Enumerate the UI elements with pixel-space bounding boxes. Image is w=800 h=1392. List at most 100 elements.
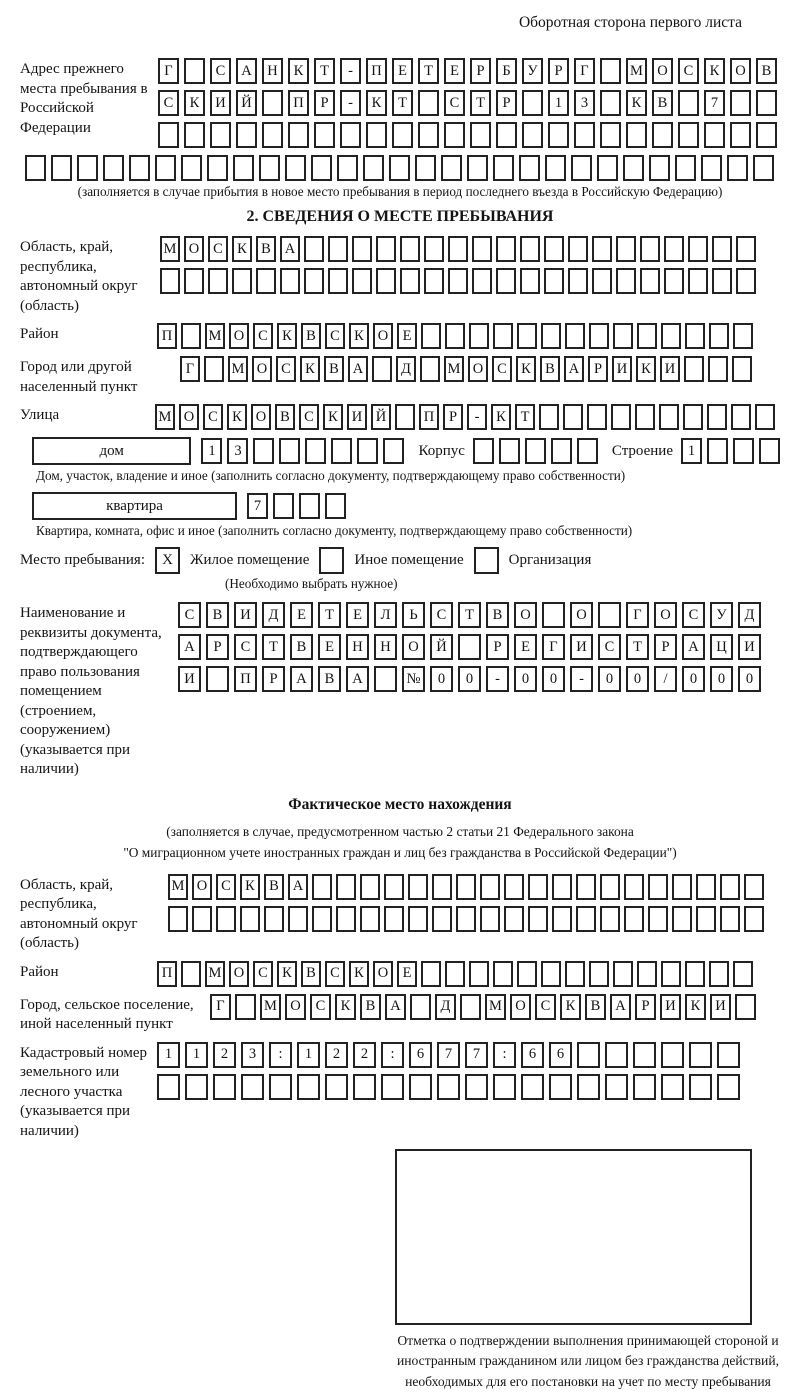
char-cell (331, 438, 353, 465)
char-cell: О (373, 960, 393, 987)
char-cell: Р (548, 58, 569, 84)
char-cell (528, 905, 548, 932)
char-cell: Т (515, 404, 535, 431)
char-cell: М (228, 356, 248, 383)
char-cell (400, 268, 420, 295)
char-cell (504, 873, 524, 900)
char-cell: Т (318, 602, 341, 629)
char-cell: А (288, 873, 308, 900)
char-cell: 1 (201, 438, 223, 465)
house-note: Дом, участок, владение и иное (заполнить… (36, 468, 626, 484)
char-cell: И (660, 356, 680, 383)
char-cell (678, 90, 699, 116)
char-cell (544, 268, 564, 295)
char-cell: 2 (325, 1041, 348, 1068)
char-cell (565, 960, 585, 987)
char-cell: Н (262, 58, 283, 84)
char-cell (613, 960, 633, 987)
char-cell (312, 905, 332, 932)
char-cell (544, 236, 564, 263)
char-cell: Е (346, 602, 369, 629)
char-cell (600, 58, 621, 84)
place-type-row: Место пребывания: X Жилое помещение Иное… (20, 547, 780, 575)
char-cell: О (468, 356, 488, 383)
char-cell (683, 404, 703, 431)
char-cell (735, 993, 756, 1020)
actual-location-title: Фактическое место нахождения (288, 795, 512, 813)
char-cell (493, 155, 514, 181)
char-cell: М (160, 236, 180, 263)
char-cell (445, 323, 465, 350)
char-cell: Р (470, 58, 491, 84)
cadastral-label: Кадастровый номер земельного или лесного… (20, 1044, 147, 1139)
char-cell: С (325, 960, 345, 987)
char-cell (707, 404, 727, 431)
char-cell (539, 404, 559, 431)
char-cell (337, 155, 358, 181)
document-row-3: И П Р А В А № 0 0-0 0-0 0/0 0 0 (178, 666, 761, 693)
char-cell (357, 438, 379, 465)
char-cell (469, 323, 489, 350)
char-cell: Й (236, 90, 257, 116)
char-cell (756, 90, 777, 116)
char-cell (616, 268, 636, 295)
char-cell (445, 960, 465, 987)
char-cell: О (514, 602, 537, 629)
char-cell: Р (654, 634, 677, 661)
prev-address-field: Адрес прежнего места пребывания в Россий… (20, 58, 780, 148)
char-cell (415, 155, 436, 181)
char-cell: М (205, 323, 225, 350)
apartment-type-box: квартира (32, 492, 237, 521)
char-cell: 0 (458, 666, 481, 693)
char-cell (522, 122, 543, 148)
char-cell: В (652, 90, 673, 116)
char-cell (460, 993, 481, 1020)
char-cell: К (277, 323, 297, 350)
char-cell (730, 90, 751, 116)
char-cell (733, 960, 753, 987)
char-cell (383, 438, 405, 465)
char-cell (541, 960, 561, 987)
char-cell: Д (435, 993, 456, 1020)
char-cell (400, 236, 420, 263)
char-cell (441, 155, 462, 181)
char-cell (408, 873, 428, 900)
apartment-number-cells: 7 (247, 493, 346, 520)
char-cell (496, 236, 516, 263)
char-cell (504, 905, 524, 932)
char-cell (366, 122, 387, 148)
char-cell: Р (496, 90, 517, 116)
char-cell (649, 155, 670, 181)
char-cell: К (300, 356, 320, 383)
char-cell (158, 122, 179, 148)
char-cell: 7 (704, 90, 725, 116)
char-cell (720, 873, 740, 900)
char-cell (577, 1073, 600, 1100)
char-cell (701, 155, 722, 181)
char-cell (624, 873, 644, 900)
char-cell: М (444, 356, 464, 383)
char-cell (576, 438, 598, 465)
char-cell (552, 905, 572, 932)
char-cell (448, 268, 468, 295)
char-cell (456, 905, 476, 932)
char-cell: С (535, 993, 556, 1020)
char-cell (600, 90, 621, 116)
char-cell (576, 873, 596, 900)
char-cell (280, 268, 300, 295)
char-cell: П (157, 323, 177, 350)
char-cell (675, 155, 696, 181)
char-cell: С (598, 634, 621, 661)
char-cell (77, 155, 98, 181)
char-cell (304, 268, 324, 295)
char-cell: В (360, 993, 381, 1020)
